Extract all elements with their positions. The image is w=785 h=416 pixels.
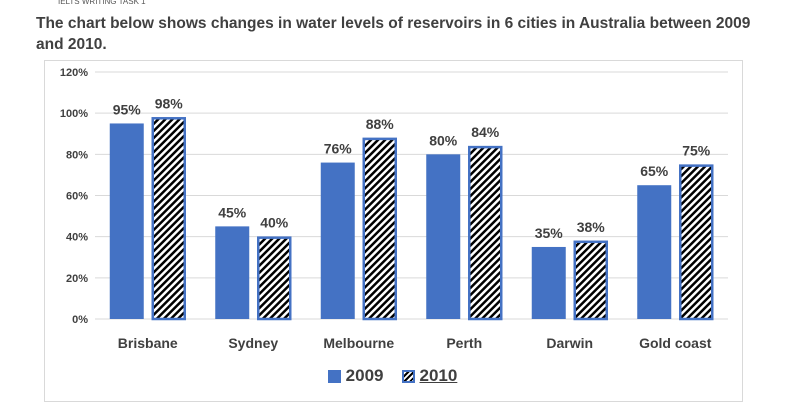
data-label: 84% bbox=[471, 124, 500, 140]
data-label: 65% bbox=[640, 163, 669, 179]
data-label: 95% bbox=[113, 101, 142, 117]
y-axis-ticks: 0% 20% 40% 60% 80% 100% 120% bbox=[60, 67, 88, 326]
bar-2010-sydney bbox=[257, 236, 292, 321]
bar-2009-gold-coast bbox=[637, 185, 672, 319]
y-tick-label: 20% bbox=[66, 273, 88, 285]
x-tick-label: Gold coast bbox=[639, 335, 712, 351]
x-tick-label: Melbourne bbox=[323, 335, 394, 351]
x-tick-label: Perth bbox=[446, 335, 482, 351]
bar-2009-darwin bbox=[531, 246, 566, 319]
y-tick-label: 80% bbox=[66, 149, 88, 161]
bar-2009-brisbane bbox=[109, 123, 144, 319]
bar-2010-perth bbox=[468, 145, 503, 321]
legend-label-2009: 2009 bbox=[345, 366, 384, 385]
bars bbox=[109, 117, 714, 321]
legend-swatch-2010 bbox=[401, 369, 415, 383]
y-tick-label: 0% bbox=[72, 314, 88, 326]
legend-swatch-2009 bbox=[327, 369, 341, 383]
y-tick-label: 120% bbox=[60, 67, 88, 79]
bar-2010-darwin bbox=[573, 240, 608, 321]
bar-2010-brisbane bbox=[151, 117, 186, 321]
data-label: 40% bbox=[260, 215, 289, 231]
bar-2009-melbourne bbox=[320, 162, 355, 319]
y-tick-label: 60% bbox=[66, 191, 88, 203]
y-tick-label: 40% bbox=[66, 232, 88, 244]
data-label: 80% bbox=[429, 132, 458, 148]
data-label: 38% bbox=[577, 219, 606, 235]
data-label: 98% bbox=[155, 95, 184, 111]
y-tick-label: 100% bbox=[60, 108, 88, 120]
bar-2009-sydney bbox=[215, 226, 250, 319]
data-label: 35% bbox=[535, 225, 564, 241]
data-label: 88% bbox=[366, 116, 395, 132]
bar-2009-perth bbox=[426, 154, 461, 319]
bar-2010-gold-coast bbox=[679, 164, 714, 321]
x-tick-label: Darwin bbox=[546, 335, 593, 351]
x-tick-label: Sydney bbox=[228, 335, 278, 351]
data-label: 45% bbox=[218, 204, 247, 220]
x-axis-ticks: Brisbane Sydney Melbourne Perth Darwin Gold c… bbox=[118, 335, 712, 351]
chart-caption: The chart below shows changes in water l… bbox=[36, 15, 751, 53]
cropped-header-line: IELTS WRITING TASK 1 bbox=[58, 0, 146, 6]
data-label: 75% bbox=[682, 143, 711, 159]
chart-legend: 2009 2010 bbox=[0, 366, 785, 386]
bar-2010-melbourne bbox=[362, 137, 397, 321]
gridlines bbox=[95, 71, 728, 320]
legend-item-2010: 2010 bbox=[401, 366, 458, 386]
data-label: 76% bbox=[324, 141, 353, 157]
legend-item-2009: 2009 bbox=[327, 366, 384, 386]
legend-label-2010: 2010 bbox=[419, 366, 458, 385]
x-tick-label: Brisbane bbox=[118, 335, 178, 351]
data-labels: 95% 98% 45% 40% 76% 88% 80% 84% 35% 38% 65% 75% bbox=[113, 95, 711, 241]
